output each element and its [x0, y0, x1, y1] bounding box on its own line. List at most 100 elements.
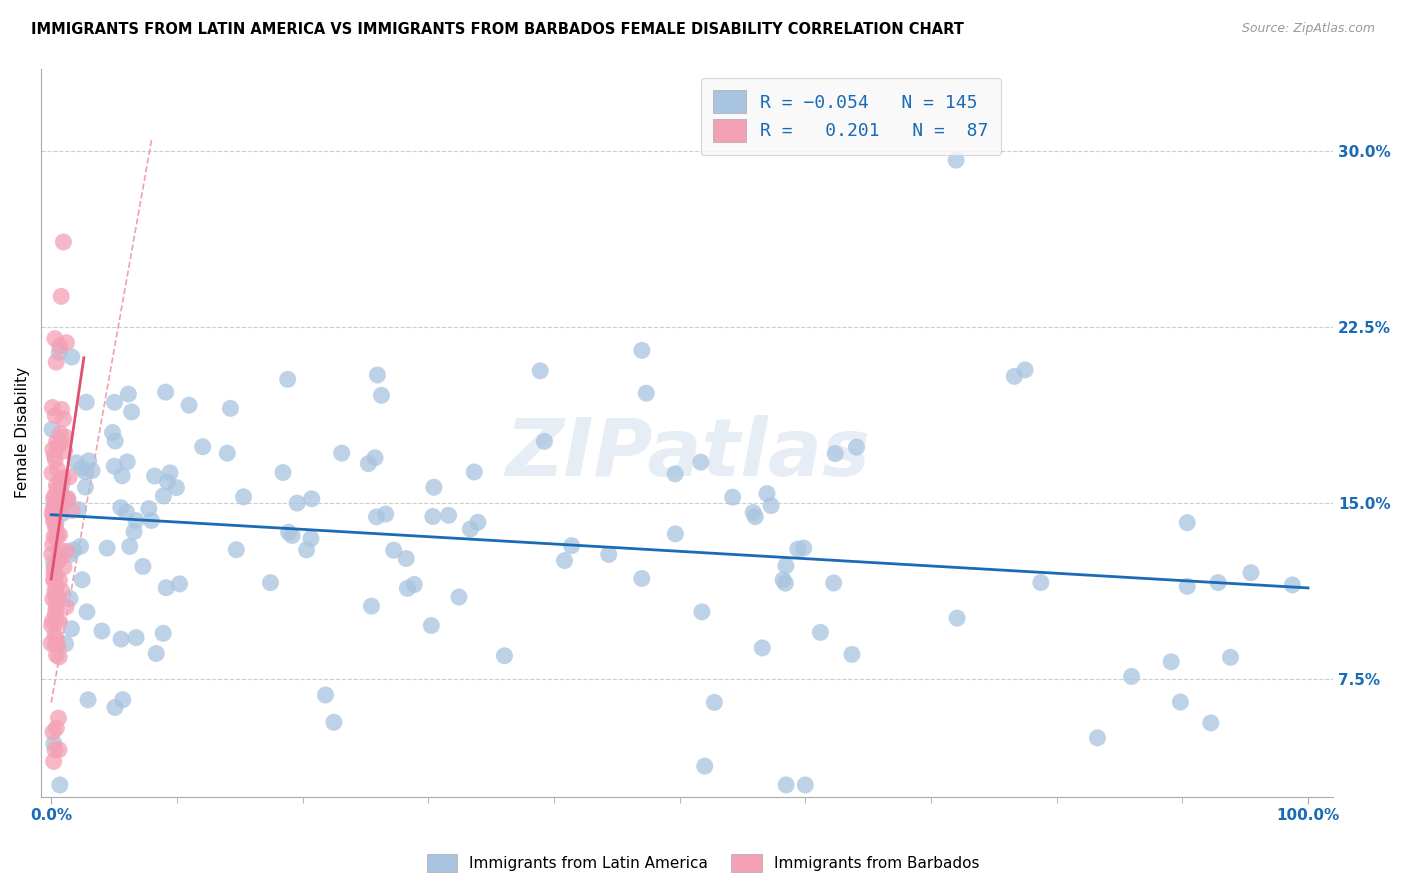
Point — [277, 372, 299, 386]
Point — [42, 561, 65, 575]
Point — [44, 409, 66, 423]
Point — [46, 591, 69, 605]
Point — [277, 525, 299, 540]
Point — [370, 388, 392, 402]
Point — [156, 475, 179, 489]
Point — [55, 544, 77, 558]
Point — [60, 622, 83, 636]
Point — [374, 507, 396, 521]
Point — [51, 289, 73, 303]
Point — [315, 688, 337, 702]
Point — [46, 440, 69, 454]
Point — [322, 715, 344, 730]
Point — [845, 440, 868, 454]
Point — [56, 493, 79, 508]
Point — [42, 491, 65, 506]
Point — [52, 235, 75, 249]
Point — [42, 538, 65, 552]
Point — [48, 615, 70, 629]
Point — [58, 470, 80, 484]
Point — [76, 605, 98, 619]
Point — [48, 573, 70, 587]
Point — [42, 509, 65, 524]
Text: ZIPatlas: ZIPatlas — [505, 416, 870, 493]
Point — [232, 490, 254, 504]
Point — [259, 575, 281, 590]
Point — [664, 467, 686, 481]
Point — [42, 755, 65, 769]
Point — [1087, 731, 1109, 745]
Point — [103, 459, 125, 474]
Point — [44, 452, 66, 467]
Point — [41, 614, 63, 628]
Point — [56, 491, 79, 506]
Point — [90, 624, 112, 638]
Point — [1219, 650, 1241, 665]
Point — [42, 497, 65, 511]
Point — [1170, 695, 1192, 709]
Point — [111, 468, 134, 483]
Point — [463, 465, 485, 479]
Point — [529, 364, 551, 378]
Point — [155, 385, 177, 400]
Point — [742, 506, 765, 520]
Point — [125, 631, 148, 645]
Point — [70, 573, 93, 587]
Point — [598, 548, 620, 562]
Point — [553, 553, 575, 567]
Point — [49, 435, 72, 450]
Point — [152, 626, 174, 640]
Point — [44, 520, 66, 534]
Point — [46, 462, 69, 476]
Point — [59, 548, 82, 562]
Point — [44, 448, 66, 462]
Point — [49, 426, 72, 441]
Point — [823, 576, 845, 591]
Point — [1199, 715, 1222, 730]
Point — [75, 395, 97, 409]
Point — [756, 486, 779, 500]
Point — [46, 552, 69, 566]
Point — [49, 500, 72, 514]
Point — [122, 524, 145, 539]
Point — [42, 530, 65, 544]
Point — [494, 648, 516, 663]
Point — [786, 542, 808, 557]
Point — [1029, 575, 1052, 590]
Point — [75, 465, 97, 479]
Point — [422, 509, 444, 524]
Point — [41, 507, 63, 521]
Text: IMMIGRANTS FROM LATIN AMERICA VS IMMIGRANTS FROM BARBADOS FEMALE DISABILITY CORR: IMMIGRANTS FROM LATIN AMERICA VS IMMIGRA… — [31, 22, 963, 37]
Point — [824, 447, 846, 461]
Point — [45, 596, 67, 610]
Point — [467, 516, 489, 530]
Point — [366, 368, 388, 382]
Point — [169, 577, 191, 591]
Point — [52, 471, 75, 485]
Point — [1281, 578, 1303, 592]
Point — [44, 742, 66, 756]
Point — [75, 480, 97, 494]
Y-axis label: Female Disability: Female Disability — [15, 367, 30, 498]
Point — [1160, 655, 1182, 669]
Point — [152, 489, 174, 503]
Point — [121, 405, 143, 419]
Point — [48, 711, 70, 725]
Point — [45, 590, 67, 604]
Point — [44, 638, 66, 652]
Point — [67, 502, 90, 516]
Point — [45, 613, 67, 627]
Point — [945, 153, 967, 168]
Point — [77, 693, 100, 707]
Point — [42, 556, 65, 570]
Point — [49, 482, 72, 496]
Point — [96, 541, 118, 556]
Point — [772, 573, 794, 587]
Point — [631, 343, 654, 358]
Point — [423, 480, 446, 494]
Point — [70, 461, 93, 475]
Point — [44, 332, 66, 346]
Point — [138, 501, 160, 516]
Point — [115, 505, 138, 519]
Point — [1175, 516, 1198, 530]
